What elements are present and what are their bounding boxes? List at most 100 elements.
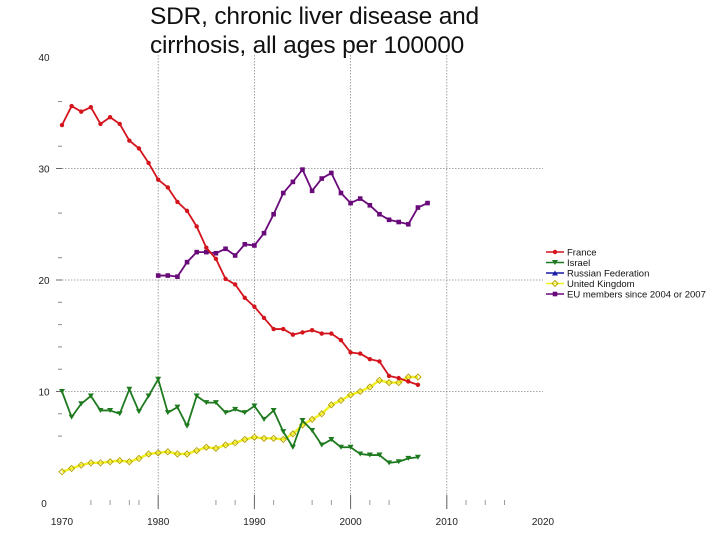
data-point <box>193 393 200 399</box>
data-point <box>242 242 248 247</box>
data-point <box>414 454 421 460</box>
data-point <box>270 434 278 442</box>
data-point <box>146 160 151 166</box>
data-point <box>165 185 171 190</box>
data-point <box>175 274 180 279</box>
data-point <box>68 414 75 420</box>
x-tick-label: 1980 <box>147 517 170 528</box>
data-point <box>396 375 401 381</box>
data-point <box>251 403 258 409</box>
data-point <box>356 387 364 396</box>
data-point <box>241 410 248 416</box>
data-point <box>271 326 276 332</box>
series-united-kingdom <box>58 373 422 476</box>
x-tick-label: 2010 <box>436 517 459 528</box>
grid-lines <box>56 55 543 509</box>
data-point <box>107 115 113 120</box>
data-point <box>357 196 363 201</box>
data-point <box>300 330 305 335</box>
data-point <box>338 190 344 196</box>
data-point <box>377 211 382 217</box>
data-point <box>366 383 374 391</box>
data-point <box>280 190 286 196</box>
data-point <box>223 246 228 252</box>
data-point <box>116 456 124 465</box>
x-tick-label: 2020 <box>532 517 555 528</box>
data-point <box>348 200 353 206</box>
data-point <box>204 249 209 255</box>
data-point <box>386 460 393 466</box>
series-line <box>158 168 428 278</box>
data-point <box>88 104 94 110</box>
data-point <box>59 122 65 128</box>
data-point <box>415 205 421 210</box>
legend-marker <box>552 260 558 265</box>
data-point <box>231 439 239 447</box>
data-point <box>204 245 209 250</box>
legend-item: Russian Federation <box>546 269 649 280</box>
data-point <box>59 389 65 394</box>
data-point <box>164 448 172 456</box>
data-point <box>385 378 393 387</box>
data-point <box>289 430 297 438</box>
data-point <box>126 386 133 392</box>
data-point <box>164 410 171 416</box>
data-point <box>338 338 344 343</box>
legend-marker <box>552 270 558 276</box>
data-point <box>106 458 114 466</box>
data-point <box>260 434 268 442</box>
data-point <box>377 359 382 364</box>
data-point <box>203 400 210 406</box>
data-point <box>261 416 268 422</box>
data-point <box>337 396 345 405</box>
data-point <box>279 435 287 444</box>
data-point <box>406 379 411 384</box>
data-point <box>184 423 191 429</box>
data-point <box>67 464 76 473</box>
data-point <box>184 208 190 214</box>
data-point <box>309 428 316 434</box>
data-point <box>98 121 103 127</box>
y-tick-label: 20 <box>38 276 50 287</box>
data-point <box>175 199 180 205</box>
data-point <box>347 444 354 450</box>
data-point <box>289 444 296 450</box>
plot-area <box>58 103 430 476</box>
data-point <box>261 315 267 321</box>
data-point <box>319 176 325 181</box>
data-point <box>223 276 228 282</box>
y-tick-label: 0 <box>41 499 47 510</box>
data-point <box>77 461 85 469</box>
series-israel <box>59 376 421 466</box>
data-point <box>327 401 335 409</box>
data-point <box>97 407 104 413</box>
legend-label: Russian Federation <box>567 269 649 280</box>
data-point <box>281 326 286 332</box>
data-point <box>299 417 306 423</box>
legend-item: EU members since 2004 or 2007 <box>546 290 706 301</box>
data-point <box>173 450 182 458</box>
data-point <box>290 332 296 337</box>
data-point <box>69 103 74 109</box>
legend-label: United Kingdom <box>567 279 635 290</box>
legend-item: United Kingdom <box>546 279 635 290</box>
data-point <box>309 327 315 333</box>
data-point <box>241 435 249 444</box>
data-point <box>194 224 199 229</box>
data-point <box>346 391 355 399</box>
data-point <box>87 459 95 467</box>
data-point <box>271 211 276 217</box>
data-point <box>367 202 373 208</box>
data-point <box>127 138 132 143</box>
legend-item: France <box>546 248 597 259</box>
data-point <box>184 259 190 265</box>
y-tick-label: 40 <box>38 53 50 64</box>
data-point <box>290 179 296 185</box>
data-point <box>328 436 335 442</box>
data-point <box>300 167 305 172</box>
data-point <box>79 109 84 114</box>
data-point <box>125 458 133 466</box>
data-point <box>232 253 238 258</box>
